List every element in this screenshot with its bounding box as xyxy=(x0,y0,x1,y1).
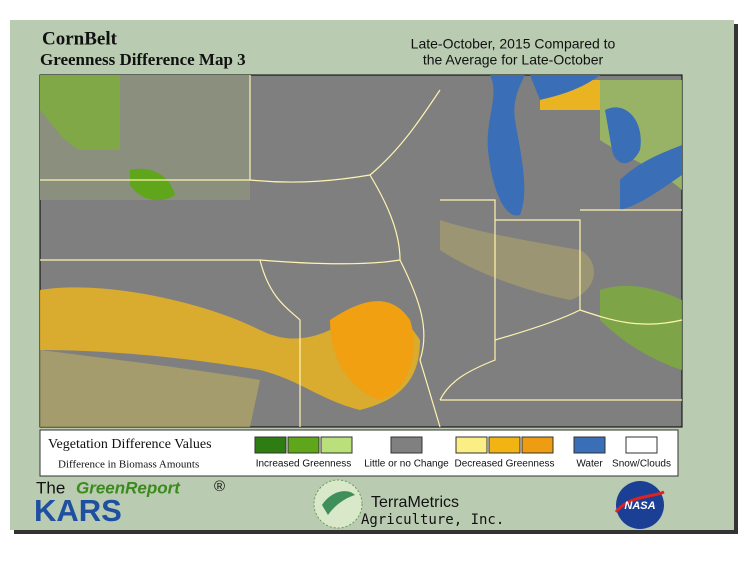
legend-label: Increased Greenness xyxy=(256,459,352,470)
legend-swatch xyxy=(254,436,287,454)
greenreport-name: GreenReport xyxy=(76,478,181,497)
lake xyxy=(487,75,525,216)
nasa-logo xyxy=(616,481,664,529)
legend-label: Decreased Greenness xyxy=(454,459,554,470)
nasa-text: NASA xyxy=(624,500,655,512)
region-mixed xyxy=(40,350,260,427)
region-decreased xyxy=(40,287,420,410)
subtitle: Greenness Difference Map 3 xyxy=(40,50,246,69)
state-borders xyxy=(40,75,683,428)
legend-swatch xyxy=(521,436,554,454)
legend-box xyxy=(39,429,679,477)
state-border xyxy=(249,174,441,428)
lake xyxy=(530,75,600,100)
state-border xyxy=(40,259,301,427)
legend-title: Vegetation Difference Values xyxy=(48,437,212,452)
terrametrics-leaf xyxy=(322,491,355,515)
state-border xyxy=(579,209,683,325)
state-border xyxy=(494,219,581,341)
legend-label: Little or no Change xyxy=(364,459,449,470)
legend-swatch xyxy=(488,436,521,454)
legend-swatch xyxy=(625,436,658,454)
region-mixed xyxy=(440,220,594,300)
legend-items: Increased Greenness Little or no Change De… xyxy=(254,436,671,470)
greenreport-mark: ® xyxy=(214,478,225,495)
map xyxy=(39,74,683,428)
legend-swatch xyxy=(390,436,423,454)
period-line: Late-October, 2015 Compared to xyxy=(411,36,616,52)
terrametrics-name: TerraMetrics xyxy=(371,494,459,511)
legend-label: Water xyxy=(576,459,603,470)
legend-swatch xyxy=(455,436,488,454)
region-increased xyxy=(130,168,175,201)
lake xyxy=(605,107,641,164)
legend-swatch xyxy=(573,436,606,454)
state-border xyxy=(369,89,441,176)
lake xyxy=(620,145,682,210)
region-increased xyxy=(600,285,682,370)
legend-swatch xyxy=(287,436,320,454)
terrametrics-sub: Agriculture, Inc. xyxy=(361,512,504,528)
region-decreased xyxy=(330,301,414,400)
legend-subtitle: Difference in Biomass Amounts xyxy=(58,459,199,471)
state-border xyxy=(439,199,496,401)
kars-logo: KARS xyxy=(34,493,122,528)
period-line: the Average for Late-October xyxy=(423,52,604,68)
legend-swatch xyxy=(320,436,353,454)
greenreport-prefix: The xyxy=(36,478,65,497)
legend-label: Snow/Clouds xyxy=(612,459,671,470)
title: CornBelt xyxy=(42,28,118,49)
state-border xyxy=(259,259,401,265)
nasa-swoosh xyxy=(614,490,665,514)
region-increased xyxy=(40,75,120,150)
